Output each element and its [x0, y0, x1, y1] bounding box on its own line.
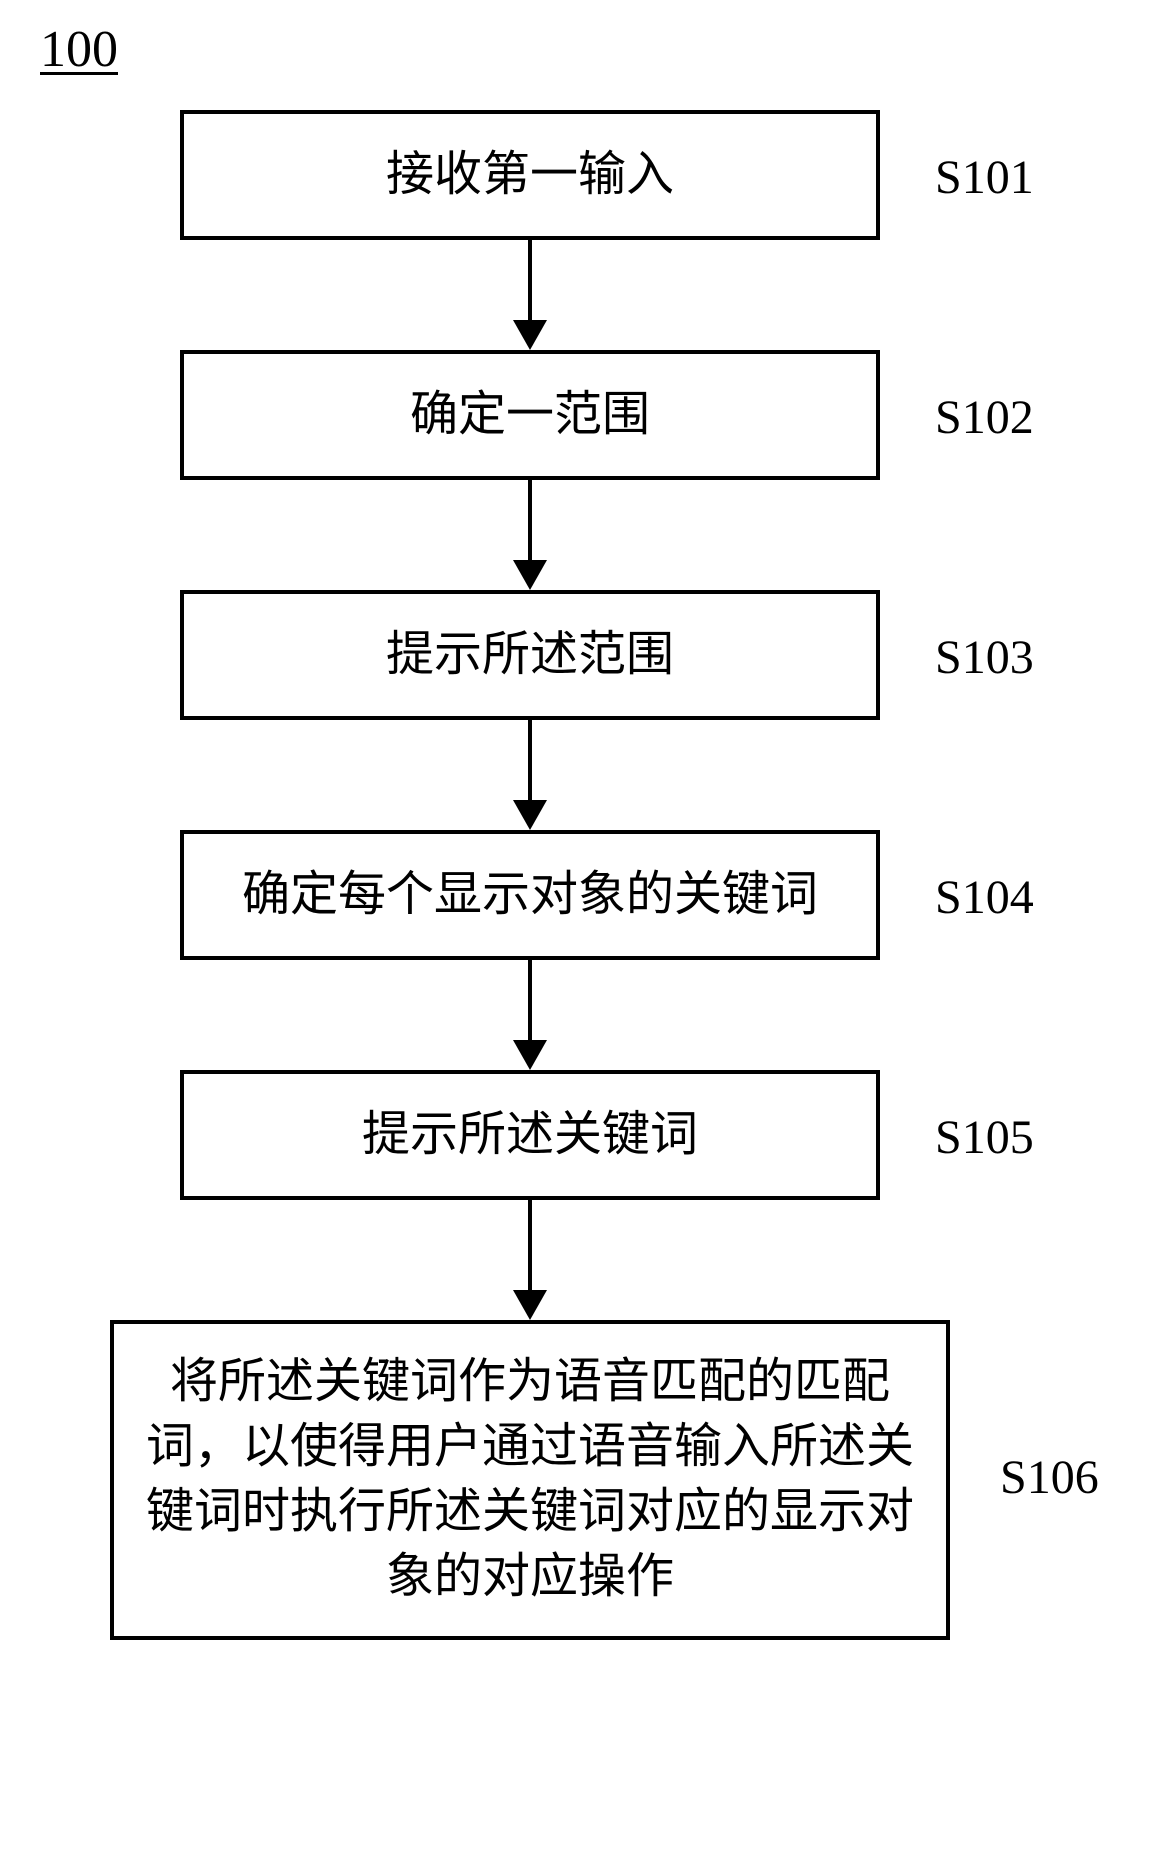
flow-arrow [513, 480, 547, 590]
step-label: S101 [935, 150, 1034, 205]
flow-node: 提示所述关键词 [180, 1070, 880, 1200]
flow-node: 确定一范围 [180, 350, 880, 480]
flow-node: 确定每个显示对象的关键词 [180, 830, 880, 960]
step-label: S105 [935, 1110, 1034, 1165]
flow-arrow [513, 1200, 547, 1320]
flow-node: 将所述关键词作为语音匹配的匹配词，以使得用户通过语音输入所述关键词时执行所述关键… [110, 1320, 950, 1640]
flowchart-canvas: 100 接收第一输入 S101 确定一范围 S102 提示所述范围 S103 确定每个显示对… [0, 0, 1176, 1853]
flow-arrow [513, 240, 547, 350]
step-label: S106 [1000, 1450, 1099, 1505]
flow-arrow [513, 720, 547, 830]
step-label: S103 [935, 630, 1034, 685]
step-label: S102 [935, 390, 1034, 445]
figure-number-label: 100 [40, 20, 118, 79]
step-label: S104 [935, 870, 1034, 925]
flow-node: 接收第一输入 [180, 110, 880, 240]
flow-node: 提示所述范围 [180, 590, 880, 720]
flow-arrow [513, 960, 547, 1070]
